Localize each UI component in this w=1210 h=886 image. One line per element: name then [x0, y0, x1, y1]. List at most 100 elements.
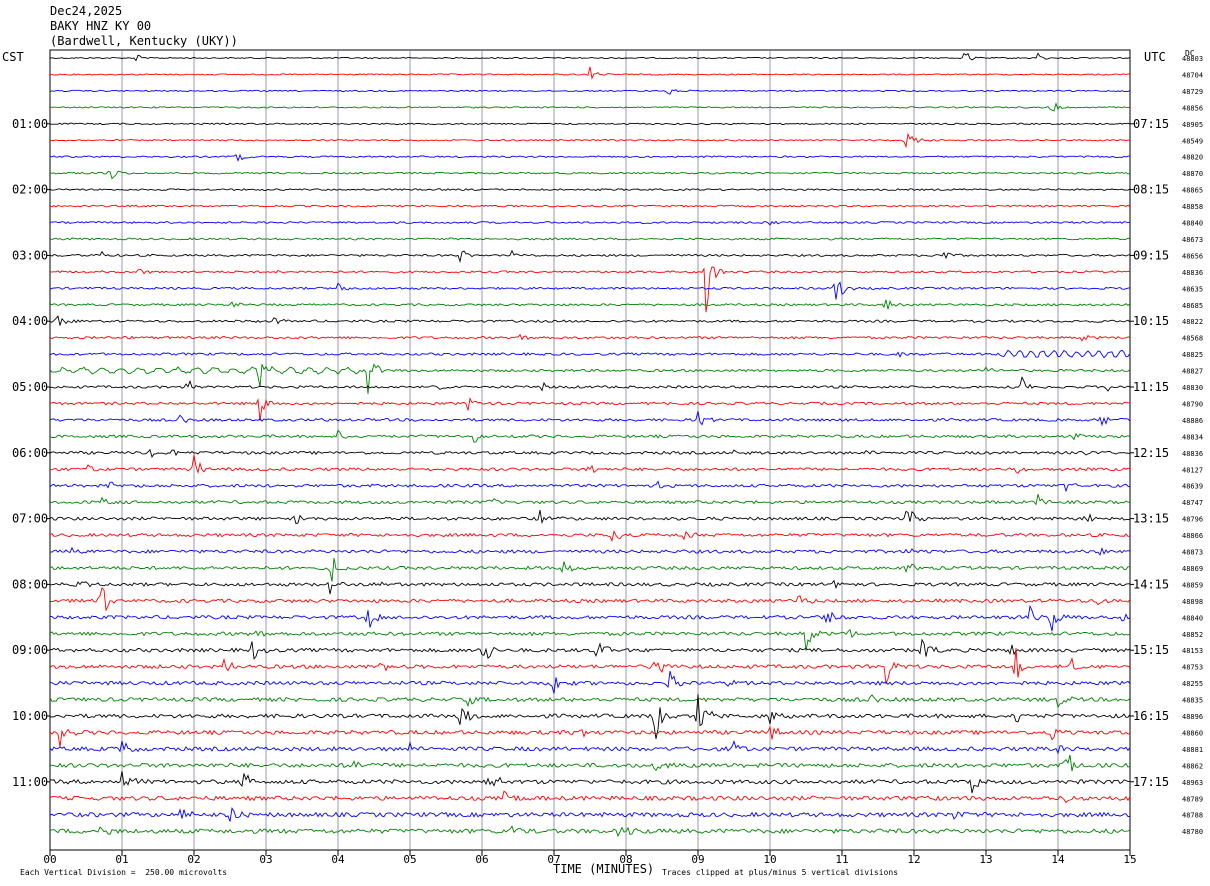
trace-line: [49, 494, 1130, 506]
dc-offset-label: 48753: [1182, 664, 1203, 672]
x-tick-label: 09: [691, 853, 704, 866]
dc-offset-label: 48869: [1182, 565, 1203, 573]
trace-line: [49, 170, 1131, 180]
right-hour-label: 07:15: [1133, 117, 1169, 131]
left-hour-label: 07:00: [12, 512, 48, 526]
trace-line: [49, 89, 1131, 95]
dc-offset-label: 48836: [1182, 269, 1203, 277]
header-station: BAKY HNZ KY 00: [50, 19, 152, 33]
trace-line: [49, 694, 1131, 709]
dc-offset-label: 48685: [1182, 302, 1203, 310]
trace-line: [49, 376, 1131, 392]
right-hour-label: 15:15: [1133, 643, 1169, 657]
plot-frame: [49, 49, 1131, 851]
dc-offset-label: 48834: [1182, 433, 1203, 441]
x-tick-label: 13: [979, 853, 992, 866]
left-hour-label: 10:00: [12, 709, 48, 723]
trace-line: [49, 363, 1131, 394]
dc-offset-label: 48852: [1182, 631, 1203, 639]
dc-offset-label: 48873: [1182, 549, 1203, 557]
dc-offset-label: 48827: [1182, 368, 1203, 376]
dc-offset-label: 48963: [1182, 779, 1203, 787]
trace-line: [49, 806, 1131, 822]
left-timezone-label: CST: [2, 50, 24, 64]
trace-line: [49, 480, 1131, 493]
header-date: Dec24,2025: [50, 4, 123, 18]
trace-line: [49, 448, 1131, 458]
left-hour-label: 04:00: [12, 314, 48, 328]
trace-line: [49, 530, 1131, 542]
dc-offset-label: 48858: [1182, 203, 1203, 211]
trace-line: [49, 266, 1131, 313]
x-tick-label: 06: [475, 853, 488, 866]
trace-line: [49, 333, 1131, 342]
dc-offset-label: 48830: [1182, 384, 1203, 392]
trace-line: [49, 670, 1131, 694]
dc-offset-label: 48153: [1182, 647, 1203, 655]
trace-line: [49, 429, 1131, 443]
trace-line: [49, 281, 1131, 300]
dc-offset-label: 48865: [1182, 187, 1203, 195]
x-tick-label: 15: [1123, 853, 1136, 866]
dc-offset-label: 48860: [1182, 729, 1203, 737]
x-tick-label: 00: [43, 853, 56, 866]
dc-label: DC: [1185, 49, 1195, 58]
dc-offset-label: 48747: [1182, 499, 1203, 507]
trace-line: [49, 237, 1131, 241]
right-hour-label: 17:15: [1133, 775, 1169, 789]
trace-line: [49, 647, 1131, 685]
scale-note: Each Vertical Division = 250.00 microvol…: [20, 868, 228, 877]
right-hour-label: 08:15: [1133, 183, 1169, 197]
trace-line: [49, 725, 1131, 748]
left-hour-label: 03:00: [12, 248, 48, 262]
trace-line: [49, 249, 1131, 264]
dc-offset-label: 48840: [1182, 614, 1203, 622]
dc-offset-label: 48656: [1182, 252, 1203, 260]
dc-offset-label: 48896: [1182, 713, 1203, 721]
right-hour-label: 12:15: [1133, 446, 1169, 460]
dc-offset-label: 48886: [1182, 417, 1203, 425]
right-hour-label: 10:15: [1133, 314, 1169, 328]
dc-offset-label: 48568: [1182, 335, 1203, 343]
left-hour-label: 09:00: [12, 643, 48, 657]
dc-offset-label: 48840: [1182, 220, 1203, 228]
dc-offset-label: 48639: [1182, 483, 1203, 491]
x-tick-label: 10: [763, 853, 776, 866]
dc-offset-label: 48127: [1182, 466, 1203, 474]
right-hour-label: 11:15: [1133, 380, 1169, 394]
dc-offset-label: 48549: [1182, 137, 1203, 145]
trace-line: [49, 153, 1131, 162]
trace-line: [49, 771, 1130, 794]
dc-offset-label: 48820: [1182, 154, 1203, 162]
trace-line: [49, 315, 1131, 326]
trace-line: [49, 587, 1131, 612]
right-hour-label: 14:15: [1133, 577, 1169, 591]
trace-line: [49, 299, 1131, 310]
x-tick-label: 03: [259, 853, 272, 866]
dc-offset-label: 48255: [1182, 680, 1203, 688]
right-hour-label: 16:15: [1133, 709, 1169, 723]
x-tick-label: 08: [619, 853, 632, 866]
dc-offset-label: 48862: [1182, 762, 1203, 770]
dc-offset-label: 48790: [1182, 400, 1203, 408]
x-tick-label: 04: [331, 853, 345, 866]
left-hour-label: 05:00: [12, 380, 48, 394]
x-tick-label: 14: [1051, 853, 1065, 866]
left-hour-label: 11:00: [12, 775, 48, 789]
x-axis-label: TIME (MINUTES): [553, 862, 655, 876]
trace-line: [49, 638, 1131, 660]
trace-line: [49, 628, 1131, 651]
trace-line: [49, 557, 1131, 582]
trace-line: [49, 411, 1131, 427]
trace-line: [49, 349, 1131, 359]
dc-offset-label: 48905: [1182, 121, 1203, 129]
trace-line: [49, 132, 1131, 149]
trace-line: [49, 740, 1131, 755]
dc-offset-label: 48704: [1182, 71, 1203, 79]
trace-line: [49, 790, 1131, 804]
dc-offset-label: 48803: [1182, 55, 1203, 63]
trace-line: [49, 546, 1131, 556]
x-tick-label: 02: [187, 853, 200, 866]
trace-line: [49, 397, 1131, 421]
dc-offset-label: 48870: [1182, 170, 1203, 178]
